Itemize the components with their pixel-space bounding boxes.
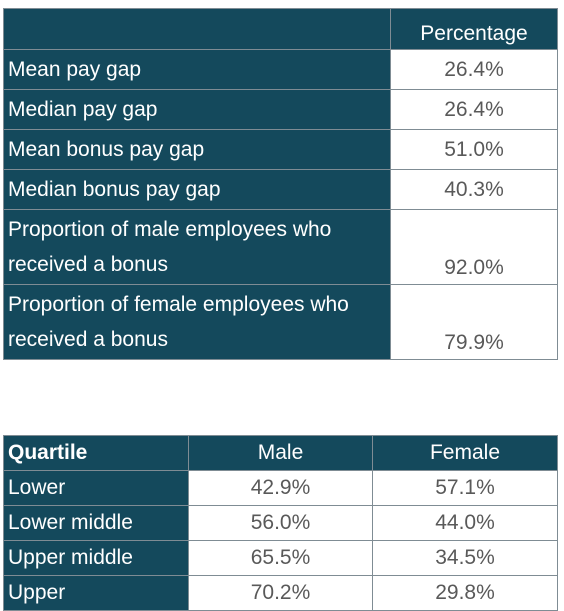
- row-value: 26.4%: [390, 49, 558, 90]
- male-value: 42.9%: [188, 470, 373, 506]
- row-value: 79.9%: [390, 284, 558, 360]
- pay-gap-table: Percentage Mean pay gap 26.4% Median pay…: [3, 8, 558, 360]
- male-header: Male: [188, 435, 373, 471]
- male-value: 56.0%: [188, 505, 373, 541]
- pay-gap-corner-cell: [3, 8, 391, 50]
- row-value: 26.4%: [390, 89, 558, 130]
- table-row: Median bonus pay gap 40.3%: [3, 169, 558, 210]
- row-label: Proportion of male employees who receive…: [3, 209, 391, 285]
- male-value: 65.5%: [188, 540, 373, 576]
- row-value: 40.3%: [390, 169, 558, 210]
- table-row: Upper 70.2% 29.8%: [3, 575, 558, 611]
- row-value: 51.0%: [390, 129, 558, 170]
- female-header: Female: [372, 435, 558, 471]
- row-label: Mean bonus pay gap: [3, 129, 391, 170]
- female-value: 34.5%: [372, 540, 558, 576]
- table-row: Lower middle 56.0% 44.0%: [3, 505, 558, 541]
- female-value: 29.8%: [372, 575, 558, 611]
- quartile-label: Upper: [3, 575, 189, 611]
- row-label: Mean pay gap: [3, 49, 391, 90]
- male-value: 70.2%: [188, 575, 373, 611]
- row-value: 92.0%: [390, 209, 558, 285]
- table-row: Proportion of male employees who receive…: [3, 209, 558, 285]
- row-label: Median pay gap: [3, 89, 391, 130]
- quartile-label: Lower middle: [3, 505, 189, 541]
- row-label: Proportion of female employees who recei…: [3, 284, 391, 360]
- table-row: Proportion of female employees who recei…: [3, 284, 558, 360]
- quartile-table: Quartile Male Female Lower 42.9% 57.1% L…: [3, 435, 558, 611]
- table-row: Mean pay gap 26.4%: [3, 49, 558, 90]
- table-row: Mean bonus pay gap 51.0%: [3, 129, 558, 170]
- female-value: 57.1%: [372, 470, 558, 506]
- pay-gap-header-row: Percentage: [3, 8, 558, 50]
- table-row: Lower 42.9% 57.1%: [3, 470, 558, 506]
- row-label: Median bonus pay gap: [3, 169, 391, 210]
- quartile-header: Quartile: [3, 435, 189, 471]
- quartile-label: Lower: [3, 470, 189, 506]
- quartile-header-row: Quartile Male Female: [3, 435, 558, 471]
- female-value: 44.0%: [372, 505, 558, 541]
- quartile-label: Upper middle: [3, 540, 189, 576]
- table-row: Upper middle 65.5% 34.5%: [3, 540, 558, 576]
- table-row: Median pay gap 26.4%: [3, 89, 558, 130]
- percentage-header: Percentage: [390, 8, 558, 50]
